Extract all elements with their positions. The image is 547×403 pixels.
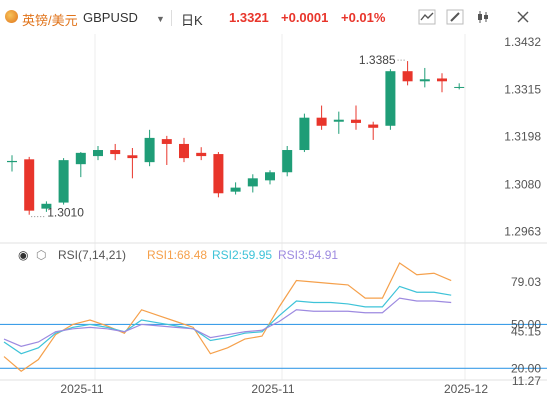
x-tick-label: 2025-11 (60, 382, 103, 396)
last-price: 1.3321 (229, 10, 269, 25)
candle-body (7, 160, 17, 163)
candle-body (230, 187, 241, 192)
price-change: +0.0001 (281, 10, 329, 25)
header-divider (171, 10, 172, 26)
symbol-code[interactable]: GBPUSD (83, 10, 138, 25)
candle-body (419, 79, 430, 82)
rsi-series (0, 262, 547, 372)
gbp-flag-icon (5, 10, 18, 23)
candle-body (110, 150, 121, 155)
price-tick-label: 1.3315 (504, 82, 541, 96)
candle-body (93, 150, 103, 157)
fullscreen-icon[interactable] (514, 9, 532, 25)
candle-body (316, 117, 327, 126)
rsi-tick-label: 45.15 (511, 325, 541, 339)
symbol-dropdown-icon[interactable]: ▼ (156, 14, 165, 24)
candle-body (75, 152, 86, 165)
candle-body (299, 117, 310, 151)
candle-body (24, 159, 35, 211)
candle-body (213, 154, 224, 194)
x-tick-label: 2025-11 (251, 382, 294, 396)
rsi-tick-label: 50.00 (511, 317, 541, 331)
rsi1-legend: RSI1:68.48 (147, 248, 208, 262)
line-chart-icon[interactable] (418, 9, 436, 25)
candle-body (333, 119, 344, 122)
price-tick-label: 1.3198 (504, 130, 541, 144)
rsi2-legend: RSI2:59.95 (212, 248, 273, 262)
low-annotation: 1.3010 (47, 206, 84, 220)
candle-body (454, 86, 465, 88)
rsi-eye-icon[interactable]: ◉ (18, 248, 29, 262)
symbol-name[interactable]: 英镑/美元 (22, 13, 78, 28)
price-tick-label: 1.2963 (504, 225, 541, 239)
candle-body (402, 71, 413, 82)
rsi-series-line (3, 297, 452, 347)
rsi-settings-icon[interactable]: ⬡ (36, 248, 47, 262)
candle-body (127, 155, 138, 159)
candle-body (58, 160, 69, 203)
candlestick-type-icon[interactable] (474, 9, 492, 25)
rsi-tick-label: 11.27 (512, 374, 541, 388)
candle-body (265, 172, 275, 181)
candle-body (437, 78, 447, 82)
candle-body (351, 119, 361, 123)
draw-pen-icon[interactable] (446, 9, 464, 25)
rsi-series-line (3, 262, 452, 372)
grid-lines (0, 34, 547, 381)
candle-body (247, 178, 258, 187)
price-tick-label: 1.3080 (504, 177, 541, 191)
candle-body (144, 137, 155, 163)
axis-labels: 1.3432 1.3315 1.3198 1.3080 1.2963 1.3385 1.30… (31, 35, 541, 396)
candle-body (368, 124, 379, 128)
candle-body (179, 143, 189, 159)
rsi-indicator-label[interactable]: RSI(7,14,21) (58, 248, 127, 262)
price-tick-label: 1.3432 (504, 35, 541, 49)
x-tick-label: 2025-12 (444, 382, 488, 396)
period-selector[interactable]: 日K (181, 13, 203, 28)
candle-body (196, 152, 207, 157)
rsi-tick-label: 20.00 (511, 361, 541, 375)
rsi3-legend: RSI3:54.91 (278, 248, 339, 262)
candle-body (161, 139, 172, 144)
candle-body (385, 71, 396, 126)
high-annotation: 1.3385 (359, 53, 396, 67)
rsi-series-line (3, 285, 452, 355)
rsi-tick-label: 79.03 (511, 275, 541, 289)
candle-body (282, 150, 293, 173)
candlestick-series (7, 61, 465, 215)
candle-body (41, 203, 52, 209)
price-change-pct: +0.01% (341, 10, 386, 25)
header-bar: 英镑/美元 GBPUSD ▼ 日K 1.3321 +0.0001 +0.01% (0, 0, 547, 34)
